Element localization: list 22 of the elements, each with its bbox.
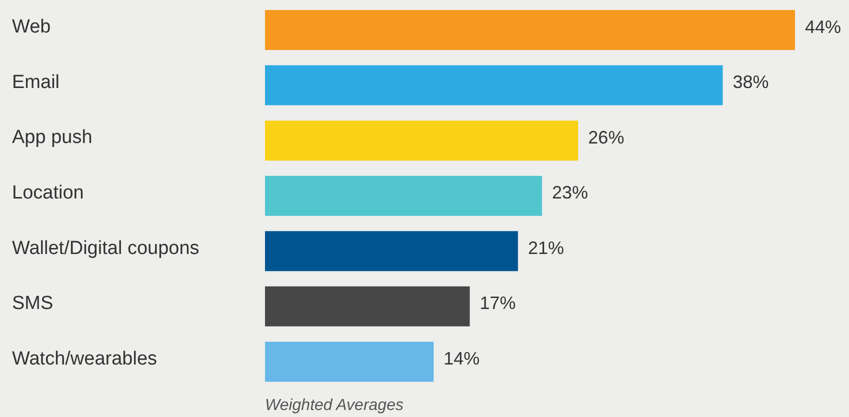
y-tick-label: Email	[12, 72, 60, 93]
data-label: 44%	[805, 16, 842, 37]
y-tick-label: SMS	[12, 293, 54, 314]
data-label: 14%	[444, 348, 480, 368]
text: Weighted Averages	[265, 397, 404, 415]
data-label: 38%	[732, 72, 769, 92]
data-label: 17%	[480, 293, 516, 314]
bar	[265, 120, 578, 161]
y-tick-label: Web	[12, 16, 51, 38]
bar	[265, 176, 542, 216]
data-label: 21%	[528, 238, 564, 258]
y-tick-label: Wallet/Digital coupons	[12, 238, 200, 259]
bar	[265, 65, 723, 106]
bar	[265, 286, 470, 326]
data-label: 23%	[552, 182, 588, 203]
data-label: 26%	[588, 127, 624, 148]
y-tick-label: Location	[12, 182, 84, 204]
bar	[265, 342, 434, 382]
bar	[265, 10, 795, 50]
bar	[265, 231, 518, 272]
y-tick-label: App push	[12, 127, 92, 148]
y-tick-label: Watch/wearables	[12, 348, 158, 370]
